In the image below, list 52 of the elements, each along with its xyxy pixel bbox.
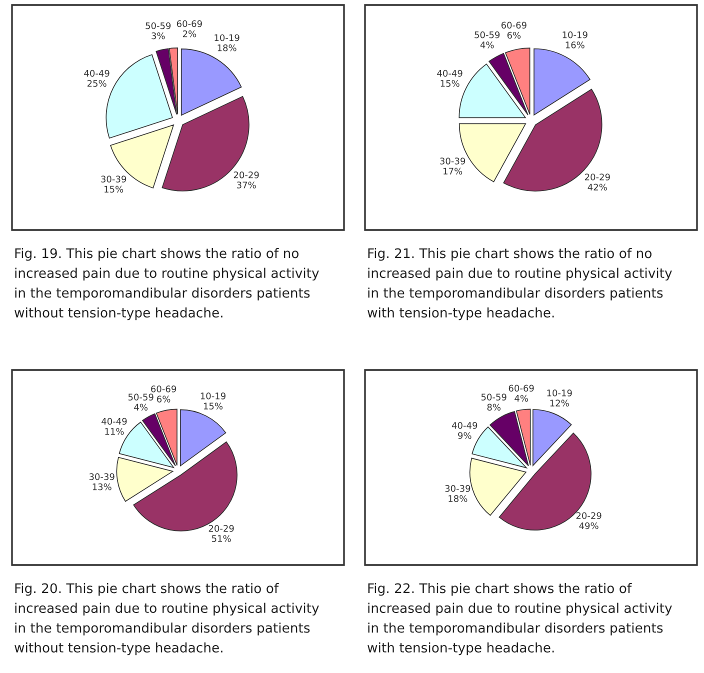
data-label: 4%: [480, 42, 494, 48]
slice-label: 50-59: [481, 394, 506, 401]
slice-label: 60-69: [501, 22, 526, 29]
data-label: 49%: [579, 522, 598, 530]
data-label: 6%: [507, 32, 521, 39]
slice-label: 60-69: [508, 384, 534, 392]
slice-label: 40-49: [452, 422, 478, 429]
caption: Fig. 19. This pie chart shows the ratio of no increased pain due to routine physical activity in the temporomandibular disorders patients without tension-type headache.: [14, 248, 319, 320]
slice-label: 30-39: [445, 485, 470, 492]
caption: Fig. 22. This pie chart shows the ratio of increased pain due to routine physical activity in the temporomandibular disorders patients with tension-type headache.: [368, 583, 672, 656]
slice-label: 30-39: [89, 473, 114, 480]
data-label: 17%: [444, 168, 462, 175]
slice-label: 20-29: [234, 171, 259, 178]
slice-label: 10-19: [214, 34, 240, 42]
data-label: 4%: [134, 404, 148, 411]
slice-label: 20-29: [208, 524, 234, 532]
slice-label: 20-29: [576, 512, 602, 520]
slice-label: 10-19: [547, 390, 572, 396]
data-label: 3%: [152, 32, 165, 40]
slice-label: 40-49: [102, 418, 127, 425]
slice-label: 60-69: [151, 386, 176, 392]
slice-label: 10-19: [562, 31, 588, 38]
data-label: 12%: [550, 400, 569, 406]
slice-label: 40-49: [437, 70, 462, 77]
slice-label: 30-39: [101, 176, 126, 182]
data-label: 42%: [588, 184, 607, 191]
slice-label: 40-49: [84, 70, 110, 77]
slice-label: 20-29: [584, 174, 610, 180]
data-label: 37%: [236, 182, 256, 188]
data-label: 18%: [448, 495, 468, 502]
data-label: 13%: [92, 483, 112, 490]
slice-label: 30-39: [440, 158, 466, 164]
data-label: 51%: [212, 535, 231, 542]
data-label: 9%: [458, 432, 472, 439]
slice-label: 10-19: [200, 392, 226, 400]
data-label: 6%: [157, 396, 170, 402]
data-label: 8%: [487, 404, 501, 411]
caption: Fig. 21. This pie chart shows the ratio of no increased pain due to routine physical activity in the temporomandibular disorders patients with tension-type headache.: [368, 248, 672, 320]
caption: Fig. 20. This pie chart shows the ratio of increased pain due to routine physical activity in the temporomandibular disorders patients without tension-type headache.: [14, 583, 319, 656]
slice-label: 60-69: [176, 20, 202, 28]
slice-label: 50-59: [474, 31, 500, 38]
data-label: 15%: [204, 402, 223, 410]
data-label: 15%: [440, 80, 460, 87]
data-label: 16%: [566, 42, 584, 48]
data-label: 15%: [104, 186, 124, 193]
slice-label: 50-59: [146, 22, 171, 30]
data-label: 18%: [218, 44, 236, 52]
data-label: 4%: [514, 394, 528, 402]
data-label: 25%: [87, 80, 106, 87]
data-label: 11%: [105, 428, 124, 435]
slice-label: 50-59: [128, 394, 154, 401]
data-label: 2%: [182, 30, 196, 38]
